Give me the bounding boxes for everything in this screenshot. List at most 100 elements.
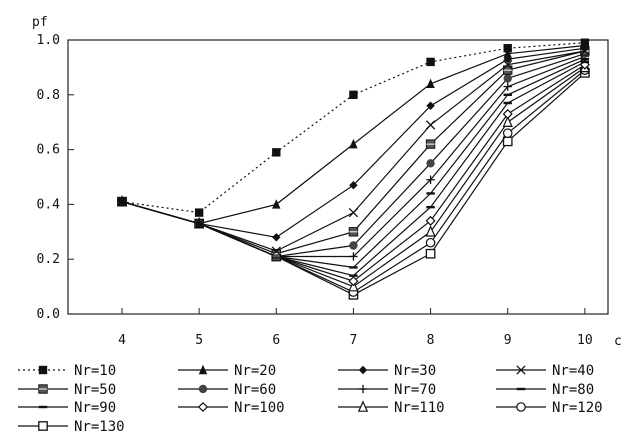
data-point: [349, 138, 358, 149]
legend-item: Nr=110: [338, 400, 445, 416]
data-point: [502, 128, 513, 138]
data-point: [503, 82, 512, 91]
data-point: [197, 401, 209, 413]
data-point: [194, 208, 204, 217]
data-point: [516, 387, 526, 391]
data-point: [503, 65, 513, 75]
data-point: [502, 136, 513, 147]
series-path: [121, 50, 586, 255]
data-point: [516, 365, 526, 375]
x-axis: 4 5 6 7 8 9 10: [118, 308, 593, 348]
legend-item: Nr=10: [18, 363, 116, 379]
data-point: [349, 274, 358, 277]
y-tick-label: 0.0: [37, 307, 60, 322]
data-point: [425, 120, 436, 130]
y-tick-label: 0.2: [37, 252, 60, 267]
data-point: [502, 115, 513, 128]
x-axis-title: c: [614, 334, 622, 349]
x-tick-label: 9: [504, 333, 512, 348]
data-point: [502, 108, 513, 120]
data-point: [117, 197, 127, 206]
x-tick-label: 4: [118, 333, 126, 348]
data-point: [425, 225, 436, 237]
legend-label: Nr=110: [394, 400, 445, 416]
series-lines: [116, 38, 590, 300]
legend-item: Nr=90: [18, 400, 116, 416]
legend-label: Nr=30: [394, 363, 436, 379]
series-line: [117, 46, 590, 259]
legend-item: Nr=40: [496, 363, 594, 379]
data-point: [38, 365, 48, 375]
y-tick-label: 1.0: [37, 33, 60, 48]
data-point: [272, 148, 281, 157]
series-line: [117, 57, 590, 269]
data-point: [349, 241, 358, 250]
x-tick-label: 5: [195, 333, 203, 348]
data-point: [426, 205, 435, 209]
data-point: [358, 384, 368, 394]
legend-item: Nr=50: [18, 382, 116, 398]
series-path: [121, 55, 586, 258]
legend-label: Nr=100: [234, 400, 285, 416]
data-point: [348, 227, 359, 237]
legend-item: Nr=120: [496, 400, 603, 416]
data-point: [349, 90, 358, 99]
y-tick-label: 0.8: [37, 88, 60, 103]
legend-label: Nr=80: [552, 382, 594, 398]
data-point: [503, 44, 512, 53]
data-point: [349, 266, 358, 269]
legend-label: Nr=130: [74, 419, 125, 435]
data-point: [426, 78, 435, 89]
legend-label: Nr=60: [234, 382, 276, 398]
data-point: [426, 192, 435, 195]
x-tick-label: 8: [427, 333, 435, 348]
data-point: [349, 181, 358, 190]
data-point: [38, 405, 48, 409]
legend: Nr=10 Nr=20 Nr=30 Nr=40 Nr=50 Nr=60 Nr=70 Nr=80…: [18, 363, 603, 435]
data-point: [349, 252, 358, 261]
data-point: [426, 101, 435, 110]
data-point: [503, 101, 512, 105]
data-point: [516, 402, 526, 412]
data-point: [198, 384, 208, 394]
data-point: [348, 276, 359, 287]
data-point: [503, 60, 513, 70]
data-point: [425, 215, 436, 226]
data-point: [426, 159, 435, 168]
legend-label: Nr=90: [74, 400, 116, 416]
data-point: [271, 246, 281, 256]
series-line: [117, 40, 590, 228]
series-line: [117, 38, 590, 217]
legend-label: Nr=120: [552, 400, 603, 416]
legend-item: Nr=130: [18, 419, 125, 435]
data-point: [426, 57, 435, 67]
data-point: [503, 48, 512, 58]
data-point: [358, 365, 368, 375]
data-point: [580, 38, 590, 47]
data-point: [425, 139, 436, 149]
legend-item: Nr=30: [338, 363, 436, 379]
data-point: [580, 60, 590, 64]
data-point: [194, 218, 204, 228]
data-point: [425, 237, 436, 248]
legend-label: Nr=10: [74, 363, 116, 379]
legend-item: Nr=60: [178, 382, 276, 398]
series-line: [117, 46, 590, 256]
legend-label: Nr=40: [552, 363, 594, 379]
data-point: [38, 384, 48, 394]
legend-item: Nr=70: [338, 382, 436, 398]
data-point: [503, 74, 512, 83]
data-point: [38, 421, 48, 431]
data-point: [426, 175, 435, 184]
data-point: [198, 364, 208, 375]
data-point: [348, 207, 359, 218]
legend-item: Nr=80: [496, 382, 594, 398]
y-tick-label: 0.4: [37, 197, 61, 212]
y-axis: 0.0 0.2 0.4 0.6 0.8 1.0: [37, 33, 74, 322]
y-axis-title: pf: [32, 15, 48, 30]
data-point: [503, 93, 512, 96]
data-point: [357, 400, 369, 412]
x-tick-label: 6: [272, 333, 280, 348]
legend-label: Nr=50: [74, 382, 116, 398]
